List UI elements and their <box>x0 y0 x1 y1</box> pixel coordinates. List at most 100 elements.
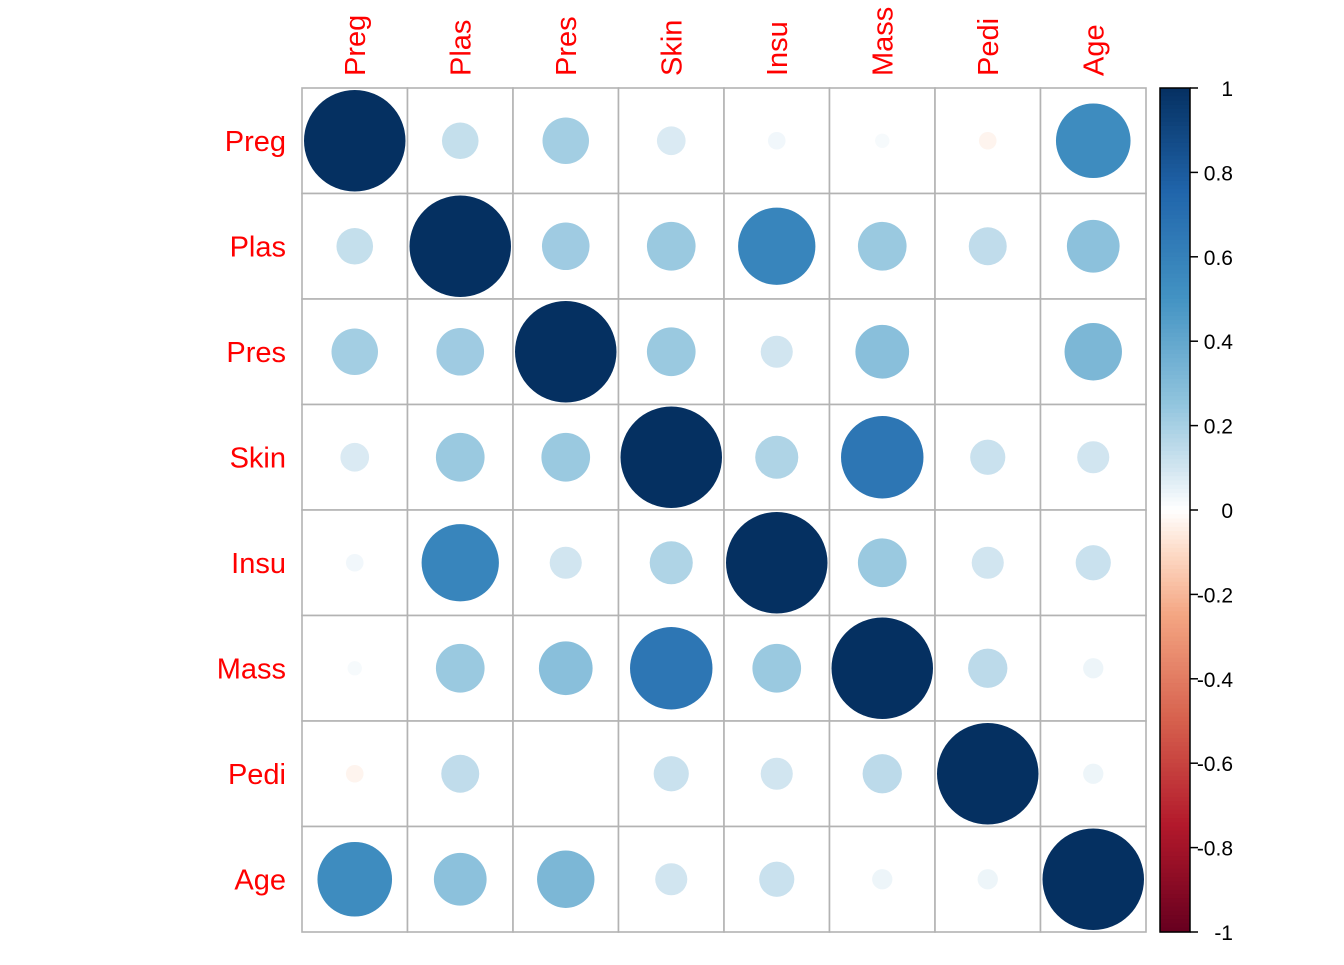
colorbar-segment <box>1160 96 1190 102</box>
colorbar-tick-label: -1 <box>1214 922 1233 945</box>
colorbar-segment <box>1160 906 1190 912</box>
correlation-circle-preg-preg <box>304 90 406 192</box>
colorbar-segment <box>1160 421 1190 427</box>
colorbar-segment <box>1160 408 1190 414</box>
correlation-circle-mass-age <box>1083 658 1104 679</box>
colorbar-segment <box>1160 252 1190 258</box>
colorbar-segment <box>1160 796 1190 802</box>
colorbar-segment <box>1160 868 1190 874</box>
colorbar-segment <box>1160 235 1190 241</box>
colorbar-segment <box>1160 602 1190 608</box>
colorbar-segment <box>1160 374 1190 380</box>
colorbar-segment <box>1160 750 1190 756</box>
colorbar-segment <box>1160 564 1190 570</box>
colorbar-segment <box>1160 661 1190 667</box>
colorbar-segment <box>1160 830 1190 836</box>
colorbar-segment <box>1160 758 1190 764</box>
correlation-circle-pedi-insu <box>760 757 793 790</box>
correlation-circle-pedi-plas <box>441 754 480 793</box>
colorbar-segment <box>1160 872 1190 878</box>
row-label: Pres <box>226 337 286 369</box>
colorbar-segment <box>1160 813 1190 819</box>
colorbar-segment <box>1160 573 1190 579</box>
colorbar-segment <box>1160 699 1190 705</box>
colorbar-segment <box>1160 400 1190 406</box>
colorbar-segment <box>1160 733 1190 739</box>
correlation-circle-plas-preg <box>336 227 374 265</box>
colorbar-segment <box>1160 294 1190 300</box>
correlation-circle-pedi-age <box>1083 763 1104 784</box>
colorbar-segment <box>1160 349 1190 355</box>
colorbar-segment <box>1160 898 1190 904</box>
row-label: Pedi <box>228 759 286 791</box>
colorbar-segment <box>1160 353 1190 359</box>
colorbar-tick-label: -0.6 <box>1197 753 1233 776</box>
colorbar-segment <box>1160 113 1190 119</box>
row-label: Insu <box>231 548 286 580</box>
correlation-circle-mass-insu <box>752 643 802 693</box>
correlation-circle-skin-age <box>1077 441 1110 474</box>
colorbar-segment <box>1160 687 1190 693</box>
colorbar-segment <box>1160 623 1190 629</box>
colorbar-segment <box>1160 446 1190 452</box>
correlation-circle-pres-age <box>1064 323 1122 381</box>
colorbar-segment <box>1160 387 1190 393</box>
colorbar-segment <box>1160 290 1190 296</box>
row-label: Plas <box>230 231 286 263</box>
correlation-circle-skin-skin <box>620 406 722 508</box>
colorbar-segment <box>1160 434 1190 439</box>
correlation-circle-pres-plas <box>436 327 485 376</box>
colorbar-segment <box>1160 261 1190 266</box>
colorbar-segment <box>1160 670 1190 676</box>
colorbar-segment <box>1160 307 1190 313</box>
colorbar-segment <box>1160 159 1190 165</box>
colorbar-segment <box>1160 345 1190 351</box>
column-label: Mass <box>867 7 899 76</box>
correlation-circle-age-skin <box>655 863 688 896</box>
colorbar-segment <box>1160 522 1190 528</box>
colorbar-segment <box>1160 231 1190 237</box>
correlation-circle-age-pedi <box>977 869 998 890</box>
correlation-circle-preg-mass <box>875 133 890 148</box>
colorbar-segment <box>1160 125 1190 131</box>
colorbar-segment <box>1160 615 1190 621</box>
colorbar-segment <box>1160 151 1190 157</box>
colorbar-segment <box>1160 767 1190 773</box>
column-label: Preg <box>340 15 372 76</box>
colorbar-segment <box>1160 822 1190 828</box>
colorbar-segment <box>1160 695 1190 701</box>
colorbar-segment <box>1160 328 1190 334</box>
colorbar-segment <box>1160 396 1190 401</box>
colorbar-tick-label: -0.8 <box>1197 838 1233 861</box>
colorbar-segment <box>1160 100 1190 106</box>
colorbar-segment <box>1160 894 1190 899</box>
colorbar-segment <box>1160 311 1190 317</box>
correlation-circle-plas-skin <box>646 221 696 271</box>
colorbar-segment <box>1160 552 1190 558</box>
colorbar-segment <box>1160 556 1190 562</box>
correlation-circle-insu-preg <box>345 553 364 572</box>
colorbar-segment <box>1160 442 1190 448</box>
correlation-circle-age-insu <box>759 861 795 897</box>
colorbar-segment <box>1160 531 1190 536</box>
colorbar-segment <box>1160 771 1190 777</box>
correlation-circle-plas-plas <box>409 195 511 297</box>
colorbar-segment <box>1160 818 1190 823</box>
correlation-circle-pres-preg <box>331 328 379 376</box>
colorbar-segment <box>1160 590 1190 595</box>
colorbar-segment <box>1160 379 1190 384</box>
colorbar-segment <box>1160 526 1190 532</box>
colorbar-segment <box>1160 463 1190 469</box>
colorbar-segment <box>1160 839 1190 844</box>
colorbar-segment <box>1160 619 1190 625</box>
colorbar-segment <box>1160 256 1190 262</box>
correlation-circle-skin-plas <box>435 432 485 482</box>
colorbar-segment <box>1160 218 1190 224</box>
colorbar-segment <box>1160 147 1190 152</box>
colorbar-segment <box>1160 282 1190 287</box>
colorbar-segment <box>1160 704 1190 709</box>
colorbar-segment <box>1160 358 1190 363</box>
colorbar-segment <box>1160 881 1190 887</box>
correlation-circle-age-mass <box>872 869 893 890</box>
grid-cell <box>828 298 936 406</box>
